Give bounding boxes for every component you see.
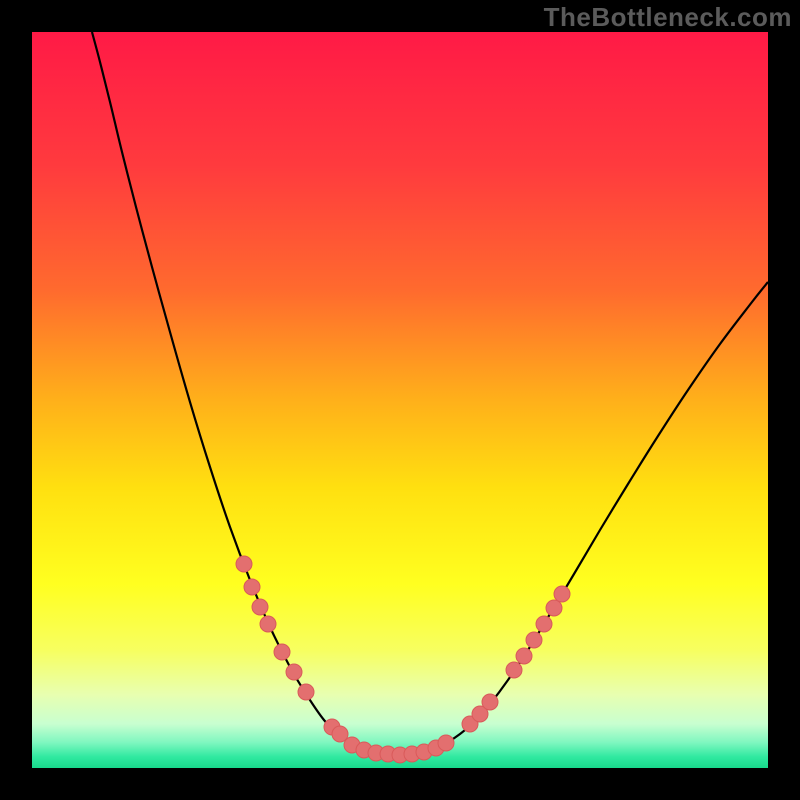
data-marker — [554, 586, 570, 602]
data-marker — [516, 648, 532, 664]
data-marker — [298, 684, 314, 700]
data-marker — [482, 694, 498, 710]
data-marker — [252, 599, 268, 615]
data-marker — [526, 632, 542, 648]
data-marker — [546, 600, 562, 616]
watermark-text: TheBottleneck.com — [544, 2, 792, 33]
data-marker — [260, 616, 276, 632]
data-marker — [274, 644, 290, 660]
right-curve — [392, 282, 768, 755]
data-marker — [438, 735, 454, 751]
data-marker — [536, 616, 552, 632]
bottleneck-curve-chart — [32, 32, 768, 768]
data-marker — [286, 664, 302, 680]
data-marker — [506, 662, 522, 678]
data-marker — [236, 556, 252, 572]
plot-area — [32, 32, 768, 768]
left-curve — [92, 32, 392, 755]
data-marker — [244, 579, 260, 595]
